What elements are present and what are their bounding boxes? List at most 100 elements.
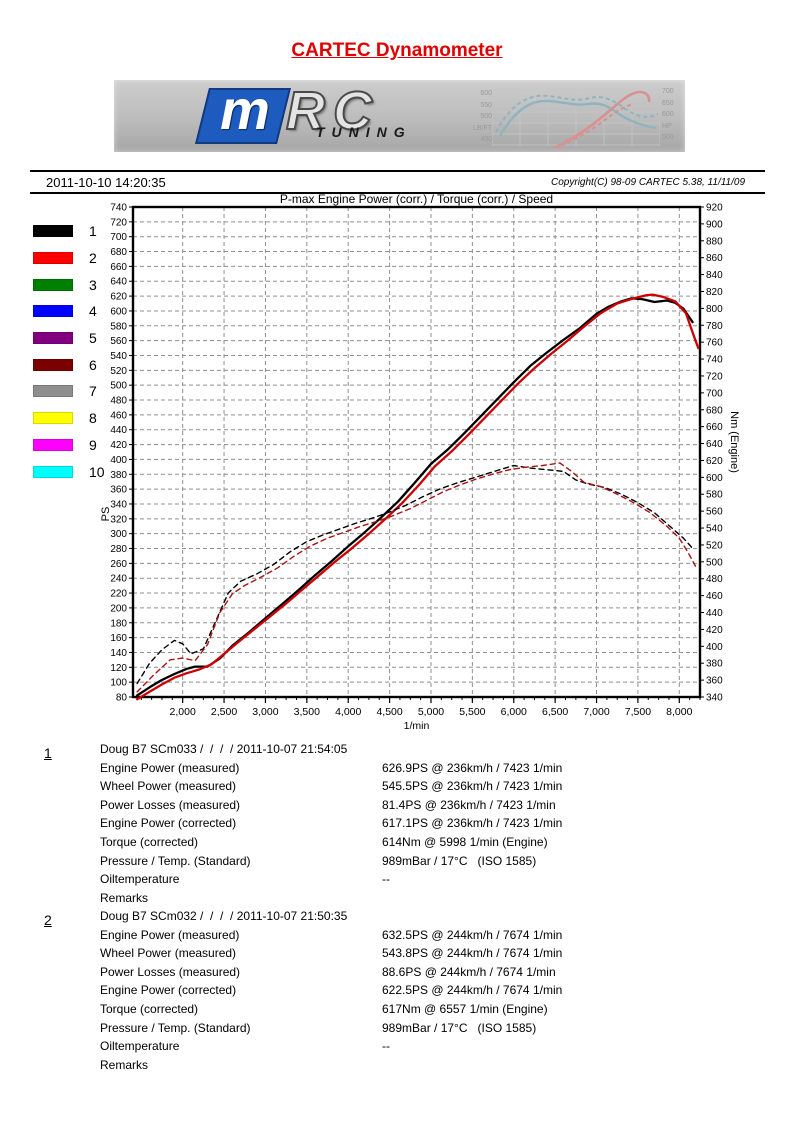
legend-item-8: 8 xyxy=(33,405,105,432)
run-block-1: Doug B7 SCm033 / / / / 2011-10-07 21:54:… xyxy=(100,740,700,907)
svg-text:480: 480 xyxy=(110,396,127,407)
horizontal-rule-top xyxy=(30,170,765,172)
svg-text:4,500: 4,500 xyxy=(376,706,402,718)
banner-axis-label: 650 xyxy=(662,99,674,107)
run-number-1: 1 xyxy=(44,745,52,761)
run-row-label: Engine Power (corrected) xyxy=(100,816,237,831)
svg-text:520: 520 xyxy=(110,366,127,377)
svg-text:880: 880 xyxy=(706,236,723,247)
svg-text:360: 360 xyxy=(706,676,723,687)
banner-axis-label: 500 xyxy=(480,113,492,120)
legend-item-4: 4 xyxy=(33,298,105,325)
run-row-value: 617.1PS @ 236km/h / 7423 1/min xyxy=(382,816,563,831)
run-row-value: -- xyxy=(382,1039,390,1054)
run-row: Torque (corrected) 614Nm @ 5998 1/min (En… xyxy=(100,833,700,852)
banner-axis-label: HP xyxy=(662,122,672,130)
run-row-label: Wheel Power (measured) xyxy=(100,946,237,961)
svg-text:340: 340 xyxy=(706,693,723,704)
svg-text:580: 580 xyxy=(110,321,127,332)
curve-run1-torque-corr-Nm xyxy=(136,464,694,685)
report-date: 2011-10-10 14:20:35 xyxy=(46,175,166,190)
svg-text:420: 420 xyxy=(706,625,723,636)
run-row-label: Torque (corrected) xyxy=(100,1001,199,1016)
legend-item-5: 5 xyxy=(33,325,105,352)
run-row-label: Power Losses (measured) xyxy=(100,964,241,979)
legend-number: 6 xyxy=(89,356,97,373)
svg-text:460: 460 xyxy=(110,410,127,421)
mrc-logo-rc: RC xyxy=(285,80,380,142)
legend-swatch xyxy=(33,358,73,371)
banner-mini-chart xyxy=(492,88,660,148)
banner-axis-label: 600 xyxy=(480,90,492,97)
svg-text:720: 720 xyxy=(110,217,127,228)
run-header: Doug B7 SCm033 / / / / 2011-10-07 21:54:… xyxy=(100,742,348,756)
svg-text:580: 580 xyxy=(706,490,723,501)
run-row: Torque (corrected) 617Nm @ 6557 1/min (En… xyxy=(100,1000,700,1019)
legend-number: 10 xyxy=(89,463,105,480)
run-row-label: Engine Power (corrected) xyxy=(100,983,237,998)
run-row: Engine Power (corrected) 617.1PS @ 236km/… xyxy=(100,814,700,833)
legend-number: 8 xyxy=(89,410,97,427)
legend-number: 2 xyxy=(89,250,97,267)
run-row-value: 622.5PS @ 244km/h / 7674 1/min xyxy=(382,983,563,998)
banner-axis-label: 700 xyxy=(662,88,674,95)
run-row: Engine Power (corrected) 622.5PS @ 244km/… xyxy=(100,981,700,1000)
run-row: Remarks xyxy=(100,1056,700,1075)
legend-item-9: 9 xyxy=(33,432,105,459)
svg-text:500: 500 xyxy=(110,381,127,392)
svg-text:3,500: 3,500 xyxy=(294,706,320,718)
run-row: Power Losses (measured) 88.6PS @ 244km/h … xyxy=(100,963,700,982)
run-row-label: Engine Power (measured) xyxy=(100,760,240,775)
run-row: Power Losses (measured) 81.4PS @ 236km/h … xyxy=(100,796,700,815)
svg-text:PS: PS xyxy=(100,507,112,522)
run-row-value: 545.5PS @ 236km/h / 7423 1/min xyxy=(382,779,563,794)
banner-axis-label: LB/FT xyxy=(472,124,492,132)
svg-text:600: 600 xyxy=(706,473,723,484)
run-row-label: Power Losses (measured) xyxy=(100,797,241,812)
run-row-value: 626.9PS @ 236km/h / 7423 1/min xyxy=(382,760,563,775)
curve-run2-engine-power-corr-PS xyxy=(135,293,700,701)
run-row-label: Wheel Power (measured) xyxy=(100,779,237,794)
svg-text:740: 740 xyxy=(706,355,723,366)
svg-text:680: 680 xyxy=(110,247,127,258)
legend-number: 4 xyxy=(89,303,97,320)
legend-swatch xyxy=(33,225,73,238)
banner-axis-label: 600 xyxy=(662,111,674,118)
legend-item-2: 2 xyxy=(33,245,105,272)
svg-text:740: 740 xyxy=(110,203,127,214)
svg-text:7,500: 7,500 xyxy=(625,706,651,718)
run-row: Engine Power (measured) 626.9PS @ 236km/h… xyxy=(100,759,700,778)
svg-text:400: 400 xyxy=(110,455,127,466)
svg-text:2,500: 2,500 xyxy=(211,706,237,718)
run-block-2: Doug B7 SCm032 / / / / 2011-10-07 21:50:… xyxy=(100,907,700,1074)
svg-text:420: 420 xyxy=(110,440,127,451)
legend-swatch xyxy=(33,305,73,318)
svg-text:540: 540 xyxy=(110,351,127,362)
svg-text:380: 380 xyxy=(110,470,127,481)
run-row-value: 989mBar / 17°C (ISO 1585) xyxy=(382,853,537,868)
legend-item-3: 3 xyxy=(33,271,105,298)
legend-swatch xyxy=(33,438,73,451)
mrc-logo-tuning: TUNING xyxy=(316,124,412,140)
run-header: Doug B7 SCm032 / / / / 2011-10-07 21:50:… xyxy=(100,909,348,923)
svg-text:720: 720 xyxy=(706,371,723,382)
svg-text:400: 400 xyxy=(706,642,723,653)
legend-swatch xyxy=(33,465,73,478)
svg-text:240: 240 xyxy=(110,574,127,585)
banner-axis-label: 400 xyxy=(480,136,492,143)
svg-text:620: 620 xyxy=(706,456,723,467)
svg-text:560: 560 xyxy=(706,507,723,518)
svg-text:280: 280 xyxy=(110,544,127,555)
legend-number: 9 xyxy=(89,436,97,453)
svg-text:920: 920 xyxy=(706,203,723,214)
run-row-value xyxy=(382,1056,700,1075)
run-row-label: Engine Power (measured) xyxy=(100,927,240,942)
run-row-value: 632.5PS @ 244km/h / 7674 1/min xyxy=(382,927,563,942)
legend-swatch xyxy=(33,332,73,345)
chart-title: P-max Engine Power (corr.) / Torque (cor… xyxy=(279,192,554,206)
svg-text:860: 860 xyxy=(706,253,723,264)
svg-text:600: 600 xyxy=(110,306,127,317)
svg-text:6,500: 6,500 xyxy=(542,706,568,718)
run-row-label: Remarks xyxy=(100,890,149,905)
